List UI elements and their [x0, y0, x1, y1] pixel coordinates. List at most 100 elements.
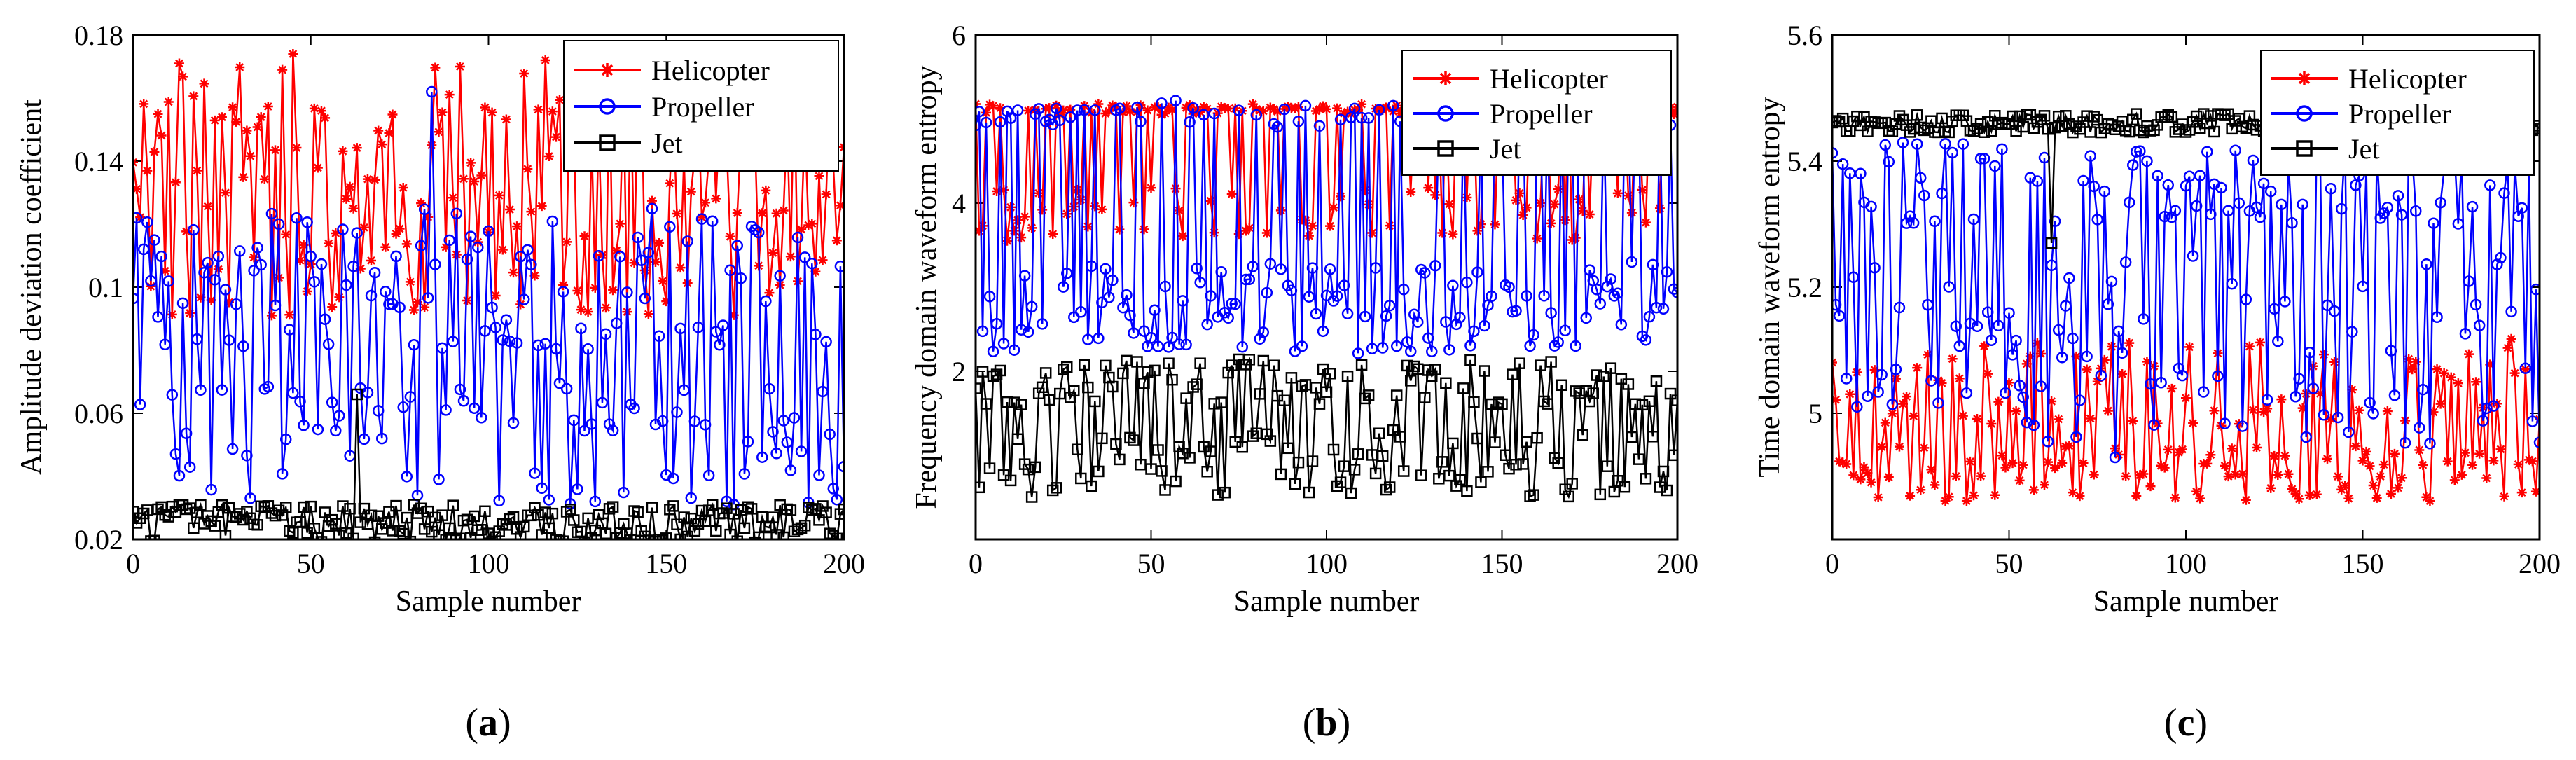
y-tick-label: 2 — [952, 356, 966, 387]
data-point-marker — [1545, 307, 1557, 319]
data-point-marker — [174, 58, 184, 69]
data-point-marker — [1916, 485, 1926, 495]
data-point-marker — [1032, 387, 1045, 399]
data-point-marker — [1009, 226, 1020, 236]
data-point-marker — [1125, 106, 1135, 117]
data-point-marker — [1476, 219, 1486, 229]
data-point-marker — [2201, 146, 2213, 158]
data-point-marker — [170, 177, 181, 188]
data-point-marker — [1107, 274, 1119, 286]
data-point-marker — [2102, 298, 2114, 310]
data-point-marker — [2428, 217, 2439, 229]
data-point-marker — [1240, 273, 1252, 286]
data-point-marker — [454, 383, 466, 396]
data-point-marker — [2138, 469, 2149, 479]
data-point-marker — [2453, 378, 2463, 389]
data-point-marker — [699, 515, 712, 527]
data-point-marker — [2279, 296, 2291, 308]
data-point-marker — [586, 532, 597, 539]
data-point-marker — [390, 499, 402, 512]
data-point-marker — [2287, 484, 2297, 495]
data-point-marker — [408, 305, 419, 315]
data-point-marker — [629, 258, 639, 268]
data-point-marker — [2103, 406, 2113, 416]
data-point-marker — [2190, 110, 2203, 123]
data-point-marker — [603, 418, 616, 430]
data-point-marker — [1008, 396, 1020, 408]
panel-c-x-axis-label: Sample number — [2093, 586, 2279, 618]
data-point-marker — [1303, 291, 1315, 303]
data-point-marker — [2407, 364, 2418, 375]
data-point-marker — [639, 292, 651, 305]
data-point-marker — [224, 297, 235, 308]
data-point-marker — [2148, 419, 2160, 431]
x-tick-label: 0 — [969, 548, 983, 579]
data-point-marker — [1841, 459, 1852, 469]
data-point-marker — [1170, 95, 1182, 106]
data-point-marker — [1261, 286, 1273, 299]
data-point-marker — [992, 186, 1002, 197]
legend-entry-propeller: Propeller — [2271, 98, 2451, 130]
data-point-marker — [1016, 233, 1027, 243]
data-point-marker — [2283, 469, 2294, 479]
data-point-marker — [450, 207, 463, 220]
data-point-marker — [1915, 121, 1927, 134]
data-point-marker — [1222, 312, 1234, 324]
data-point-marker — [582, 343, 594, 355]
data-point-marker — [1912, 363, 1923, 373]
data-point-marker — [1201, 318, 1213, 331]
data-point-marker — [618, 486, 630, 499]
data-point-marker — [1114, 102, 1126, 114]
data-point-marker — [1996, 143, 2008, 156]
data-point-marker — [427, 140, 437, 151]
data-point-marker — [2381, 202, 2394, 214]
data-point-marker — [2138, 313, 2149, 325]
data-point-marker — [664, 221, 676, 233]
data-point-marker — [995, 103, 1006, 113]
data-point-marker — [1404, 375, 1417, 387]
data-point-marker — [2382, 406, 2393, 417]
data-point-marker — [1001, 396, 1013, 408]
data-point-marker — [1392, 100, 1402, 111]
data-point-marker — [316, 106, 326, 116]
data-point-marker — [1325, 221, 1336, 231]
data-point-marker — [1510, 305, 1522, 317]
data-point-marker — [710, 525, 722, 537]
data-point-marker — [176, 499, 189, 511]
data-point-marker — [1461, 485, 1473, 497]
data-point-marker — [2290, 488, 2301, 499]
data-point-marker — [1668, 449, 1677, 462]
data-point-marker — [2519, 362, 2532, 374]
data-point-marker — [1093, 465, 1105, 478]
data-point-marker — [2425, 496, 2435, 506]
data-point-marker — [415, 502, 427, 515]
data-point-marker — [2116, 347, 2128, 359]
data-point-marker — [135, 212, 146, 223]
data-point-marker — [2368, 481, 2378, 491]
data-point-marker — [1886, 125, 1899, 137]
data-point-marker — [820, 336, 832, 348]
data-point-marker — [791, 523, 804, 536]
data-point-marker — [555, 95, 565, 105]
data-point-marker — [1953, 340, 1966, 352]
data-point-marker — [486, 301, 498, 314]
data-point-marker — [1990, 490, 2000, 500]
data-point-marker — [1380, 483, 1392, 496]
data-point-marker — [2452, 218, 2465, 230]
data-point-marker — [2266, 483, 2276, 493]
data-point-marker — [1159, 484, 1171, 496]
x-tick-label: 200 — [1656, 548, 1698, 579]
data-point-marker — [255, 500, 267, 512]
data-point-marker — [2378, 460, 2389, 470]
data-point-marker — [1247, 261, 1259, 272]
data-point-marker — [319, 313, 331, 326]
data-point-marker — [1661, 265, 1673, 278]
data-point-marker — [238, 172, 249, 182]
data-point-marker — [351, 227, 363, 239]
x-tick-label: 0 — [1825, 548, 1839, 579]
data-point-marker — [2520, 364, 2530, 375]
data-point-marker — [1068, 385, 1080, 397]
data-point-marker — [1574, 194, 1584, 205]
data-point-marker — [1591, 283, 1603, 296]
data-point-marker — [2505, 305, 2517, 318]
